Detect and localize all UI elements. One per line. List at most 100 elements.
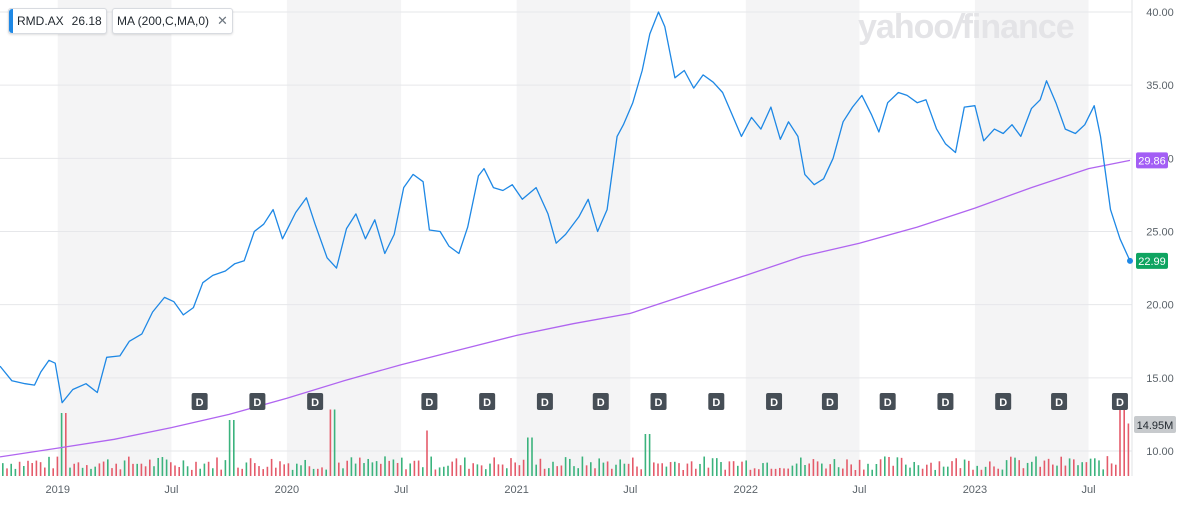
volume-bar — [384, 456, 386, 476]
volume-bar — [661, 463, 663, 476]
volume-bar — [594, 468, 596, 476]
volume-bar — [674, 461, 676, 476]
volume-bar — [468, 468, 470, 476]
volume-bar — [1039, 466, 1041, 476]
volume-bar — [128, 456, 130, 476]
volume-bar — [405, 469, 407, 476]
volume-bar — [934, 469, 936, 476]
volume-bar — [417, 460, 420, 476]
volume-bar — [1064, 465, 1067, 476]
volume-bar — [837, 467, 840, 476]
volume-bar — [1068, 458, 1071, 476]
volume-bar — [598, 458, 600, 476]
volume-bar — [623, 463, 626, 476]
moving-average-line — [0, 159, 1131, 458]
volume-bar — [518, 465, 521, 476]
volume-bar — [1010, 456, 1012, 476]
volume-bar — [711, 458, 714, 476]
dividend-marker — [766, 393, 783, 410]
volume-bar — [976, 465, 978, 476]
dividend-label: D — [311, 397, 319, 409]
volume-bar — [434, 469, 437, 476]
volume-bar — [657, 463, 659, 476]
moving-average-legend[interactable]: MA (200,C,MA,0) ✕ — [112, 8, 233, 34]
volume-bar — [581, 456, 584, 476]
volume-bar — [506, 468, 508, 476]
volume-bar — [1001, 469, 1004, 476]
volume-bar — [371, 462, 374, 476]
volume-bar — [489, 463, 491, 476]
volume-bar — [35, 460, 38, 476]
volume-bar — [212, 468, 214, 476]
volume-bar — [195, 461, 197, 476]
volume-bar — [52, 468, 54, 476]
ticker-color-swatch — [9, 9, 13, 33]
dividend-label: D — [196, 397, 204, 409]
volume-bar — [413, 460, 416, 476]
volume-bar — [569, 458, 571, 476]
volume-bar — [220, 469, 222, 476]
volume-bar — [585, 465, 588, 476]
time-band — [745, 0, 860, 476]
volume-bar — [455, 458, 458, 476]
volume-bar — [6, 468, 8, 476]
volume-bar — [472, 463, 474, 476]
volume-bar — [153, 466, 155, 476]
dividend-marker — [650, 393, 667, 410]
ticker-symbol: RMD.AX — [17, 14, 64, 28]
volume-bar — [737, 465, 739, 476]
volume-bar — [732, 461, 735, 476]
volume-bar — [522, 459, 525, 476]
volume-bar — [846, 459, 848, 476]
volume-bar — [842, 468, 844, 476]
volume-bar — [1031, 461, 1033, 476]
volume-bar — [56, 456, 59, 476]
x-tick-label: Jul — [623, 484, 637, 496]
volume-bar — [884, 456, 886, 476]
volume-bar — [791, 465, 794, 476]
volume-bar — [690, 461, 693, 476]
ticker-legend[interactable]: RMD.AX 26.18 — [8, 8, 107, 34]
volume-bar — [1047, 458, 1050, 476]
volume-bar — [539, 458, 542, 476]
close-icon[interactable]: ✕ — [217, 13, 228, 28]
dividend-marker — [1111, 393, 1128, 410]
volume-bar — [800, 457, 802, 476]
volume-bar — [1094, 458, 1096, 476]
volume-bar — [81, 467, 84, 476]
x-tick-label: Jul — [164, 484, 178, 496]
volume-bar — [829, 464, 831, 476]
dividend-label: D — [884, 397, 892, 409]
volume-badge: 14.95M — [1137, 420, 1174, 432]
volume-bar — [485, 469, 487, 476]
volume-bar — [573, 466, 575, 476]
volume-bar — [144, 466, 147, 476]
volume-bar — [392, 459, 395, 476]
volume-bar — [296, 463, 298, 476]
dividend-label: D — [483, 397, 491, 409]
volume-bar — [821, 463, 823, 476]
volume-bar — [560, 465, 563, 476]
volume-bar — [1085, 462, 1088, 476]
volume-bar — [564, 457, 567, 476]
current-price-badge: 22.99 — [1138, 256, 1166, 268]
volume-bar — [401, 457, 403, 476]
volume-bar — [119, 469, 122, 476]
volume-bar — [959, 468, 962, 476]
volume-bar — [501, 464, 504, 476]
volume-bar — [1119, 406, 1121, 476]
volume-bar — [955, 458, 957, 476]
dividend-label: D — [826, 397, 834, 409]
logo-text-yahoo: yahoo — [858, 8, 954, 46]
volume-bar — [312, 468, 315, 476]
volume-bar — [493, 457, 495, 476]
volume-bar — [779, 467, 781, 476]
dividend-marker — [592, 393, 609, 410]
volume-bar — [380, 463, 382, 476]
volume-bar — [602, 462, 605, 476]
volume-bar — [426, 430, 428, 476]
dividend-marker — [479, 393, 496, 410]
dividend-marker — [536, 393, 553, 410]
